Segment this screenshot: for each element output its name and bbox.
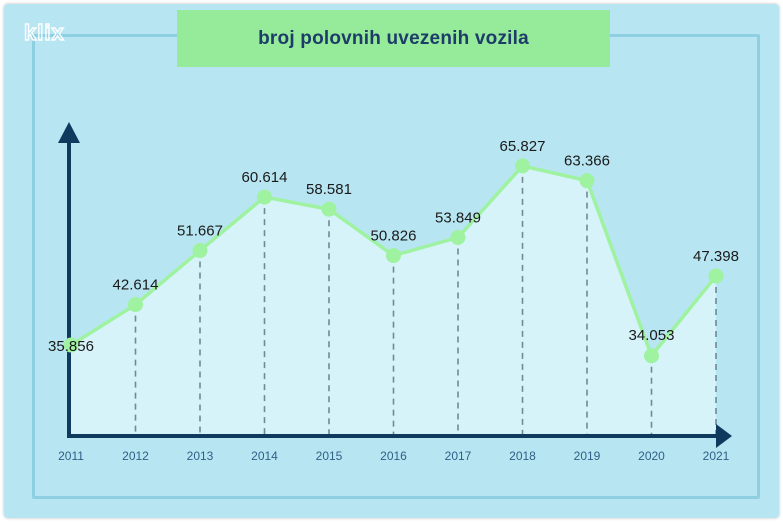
- x-tick-label: 2017: [445, 449, 472, 463]
- chart-title: broj polovnih uvezenih vozila: [258, 27, 529, 49]
- data-label: 60.614: [242, 169, 288, 186]
- data-label: 58.581: [306, 181, 352, 198]
- data-point: [450, 230, 466, 246]
- data-label: 63.366: [564, 153, 610, 170]
- data-point: [708, 268, 724, 284]
- x-tick-label: 2021: [703, 449, 730, 463]
- chart-title-box: broj polovnih uvezenih vozila: [177, 10, 610, 67]
- data-point: [128, 297, 143, 313]
- x-tick-label: 2018: [509, 449, 536, 463]
- data-label: 50.826: [371, 228, 417, 245]
- data-label: 34.053: [629, 327, 675, 344]
- data-label: 35.856: [48, 338, 94, 355]
- data-label: 53.849: [435, 210, 481, 227]
- chart-card: broj polovnih uvezenih vozila klix 35.85…: [4, 4, 779, 518]
- data-label: 51.667: [177, 223, 223, 240]
- x-tick-label: 2019: [574, 449, 601, 463]
- x-tick-label: 2011: [58, 449, 84, 463]
- data-point: [515, 158, 530, 174]
- x-tick-label: 2015: [316, 449, 343, 463]
- data-point: [63, 337, 79, 353]
- data-point: [257, 189, 272, 205]
- data-point: [386, 248, 401, 264]
- x-tick-label: 2013: [187, 449, 214, 463]
- x-tick-label: 2016: [380, 449, 407, 463]
- data-point: [321, 201, 337, 217]
- x-tick-label: 2012: [122, 449, 149, 463]
- x-tick-label: 2014: [251, 449, 278, 463]
- klix-logo: klix: [23, 19, 65, 45]
- y-axis-arrowhead: [58, 122, 80, 143]
- x-axis-arrowhead: [716, 424, 732, 448]
- data-point: [644, 348, 659, 364]
- line-chart: 35.856 42.614 51.667 60.614 58.581 50.826 53.8…: [48, 122, 739, 463]
- data-label: 65.827: [500, 138, 546, 155]
- x-tick-label: 2020: [638, 449, 665, 463]
- data-point: [192, 243, 208, 259]
- data-label: 42.614: [113, 277, 159, 294]
- data-point: [579, 173, 595, 189]
- data-label: 47.398: [693, 248, 739, 265]
